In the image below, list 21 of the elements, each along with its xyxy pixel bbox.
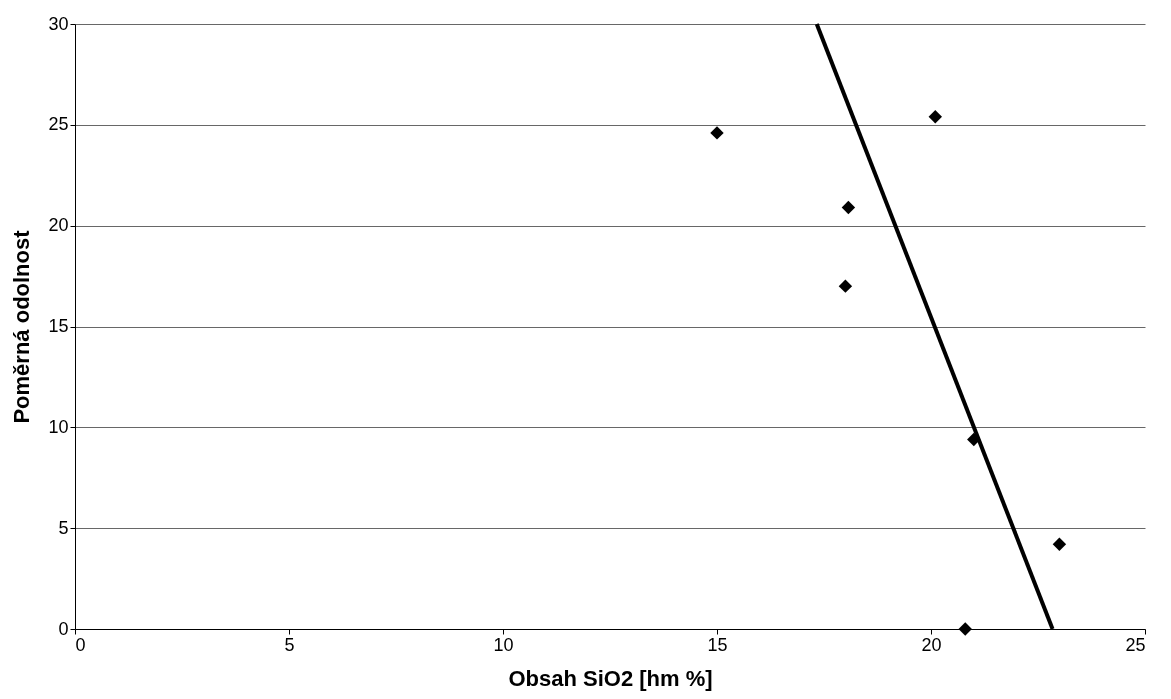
point — [1052, 537, 1067, 552]
x-tick-label: 20 — [921, 634, 942, 655]
y-tick-label: 15 — [48, 316, 69, 336]
y-tick-label: 20 — [48, 215, 69, 236]
x-tick-label: 15 — [707, 634, 728, 655]
y-tick-label: 5 — [58, 517, 69, 538]
x-tick-label: 5 — [284, 634, 295, 655]
y-tick-label: 25 — [48, 114, 69, 135]
y-axis-title: Poměrná odolnost — [9, 229, 35, 424]
point — [958, 622, 972, 636]
point — [841, 200, 856, 215]
point — [710, 126, 724, 140]
y-tick-label: 10 — [48, 416, 69, 437]
x-tick-label: 10 — [493, 634, 514, 655]
point — [838, 279, 853, 293]
point — [928, 110, 942, 124]
x-tick-label: 0 — [75, 634, 86, 655]
y-tick-label: 30 — [48, 13, 69, 34]
x-axis-title: Obsah SiO2 [hm %] — [508, 665, 713, 691]
y-tick-label: 0 — [58, 618, 69, 639]
x-tick-label: 25 — [1125, 634, 1146, 655]
